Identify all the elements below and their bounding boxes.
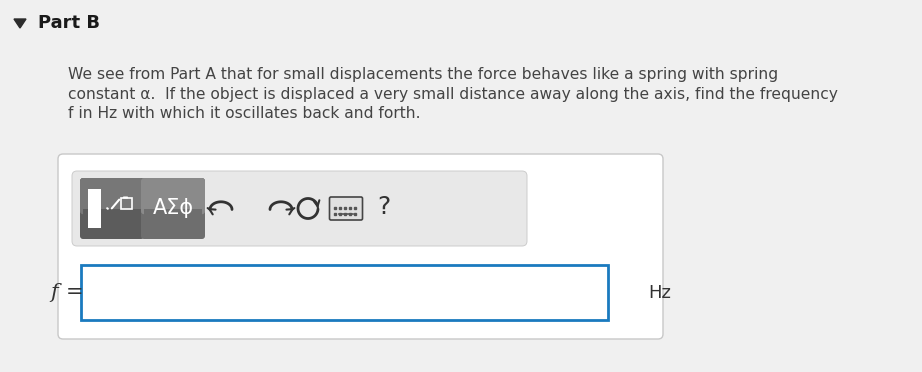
Text: We see from Part A that for small displacements the force behaves like a spring : We see from Part A that for small displa… <box>68 67 778 83</box>
FancyBboxPatch shape <box>329 197 362 220</box>
FancyBboxPatch shape <box>141 178 205 214</box>
Text: Hz: Hz <box>648 283 671 301</box>
Polygon shape <box>14 19 26 28</box>
Text: constant α.  If the object is displaced a very small distance away along the axi: constant α. If the object is displaced a… <box>68 87 838 102</box>
Polygon shape <box>88 189 101 228</box>
FancyBboxPatch shape <box>80 178 144 214</box>
Text: ?: ? <box>377 196 391 219</box>
FancyBboxPatch shape <box>141 178 205 239</box>
FancyBboxPatch shape <box>144 208 202 236</box>
Text: f: f <box>51 283 58 302</box>
FancyBboxPatch shape <box>58 154 663 339</box>
FancyBboxPatch shape <box>83 208 141 236</box>
Text: AΣϕ: AΣϕ <box>152 199 194 218</box>
FancyBboxPatch shape <box>72 171 527 246</box>
FancyBboxPatch shape <box>81 265 608 320</box>
Text: =: = <box>66 282 84 302</box>
FancyBboxPatch shape <box>80 178 144 239</box>
Text: f in Hz with which it oscillates back and forth.: f in Hz with which it oscillates back an… <box>68 106 420 121</box>
Text: Part B: Part B <box>38 14 100 32</box>
